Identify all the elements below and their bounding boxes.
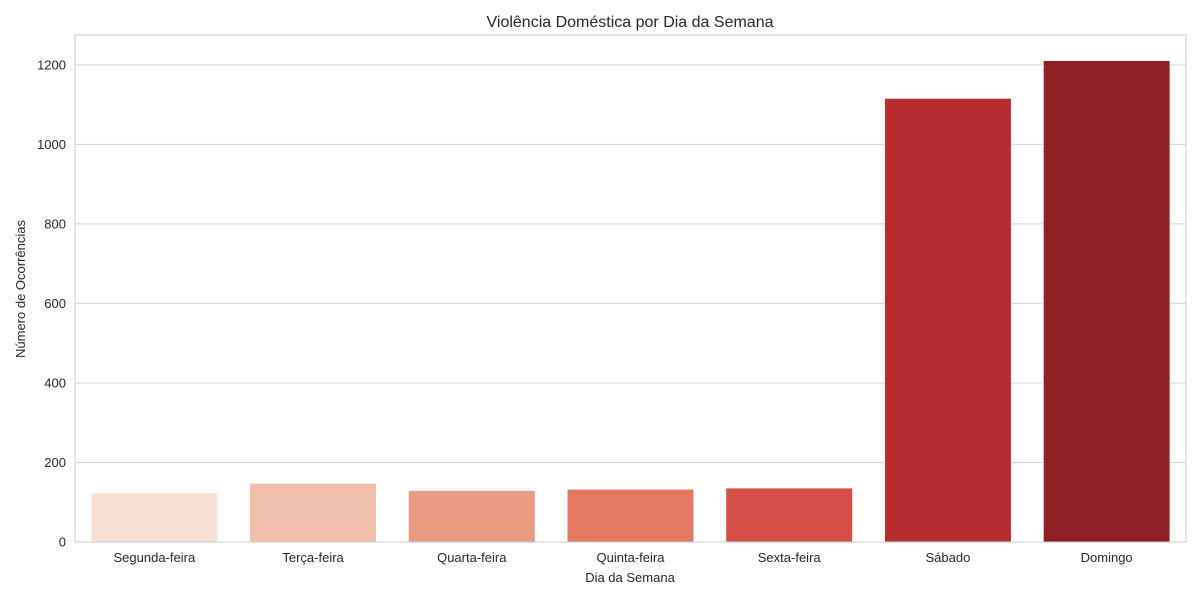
y-tick-label: 200: [44, 455, 66, 470]
y-axis-label: Número de Ocorrências: [13, 220, 28, 358]
y-tick-label: 1000: [37, 137, 66, 152]
grid-lines: [75, 64, 1186, 543]
x-tick-label: Quinta-feira: [597, 550, 666, 565]
y-tick-labels: 0 200 400 600 800 1000 1200: [37, 57, 66, 549]
y-tick-label: 1200: [37, 57, 66, 72]
x-tick-labels: Segunda-feira Terça-feira Quarta-feira Quin…: [114, 550, 1133, 565]
bar-domingo: [1042, 59, 1171, 543]
x-tick-label: Sábado: [926, 550, 971, 565]
bar-terca-feira: [249, 482, 378, 543]
x-tick-label: Quarta-feira: [437, 550, 507, 565]
y-tick-label: 0: [59, 535, 66, 550]
x-axis-label: Dia da Semana: [585, 570, 675, 585]
bar-sexta-feira: [725, 487, 854, 543]
bar-quarta-feira: [407, 489, 536, 543]
bar-segunda-feira: [90, 492, 219, 543]
x-tick-label: Terça-feira: [282, 550, 344, 565]
x-tick-label: Sexta-feira: [758, 550, 822, 565]
bar-quinta-feira: [566, 488, 695, 543]
bars: [90, 59, 1171, 543]
x-tick-label: Segunda-feira: [114, 550, 196, 565]
y-tick-label: 800: [44, 216, 66, 231]
plot-frame: [74, 34, 1187, 543]
bar-sabado: [883, 97, 1012, 543]
y-tick-label: 400: [44, 375, 66, 390]
y-tick-label: 600: [44, 296, 66, 311]
chart-title: Violência Doméstica por Dia da Semana: [487, 14, 774, 31]
x-tick-label: Domingo: [1081, 550, 1133, 565]
